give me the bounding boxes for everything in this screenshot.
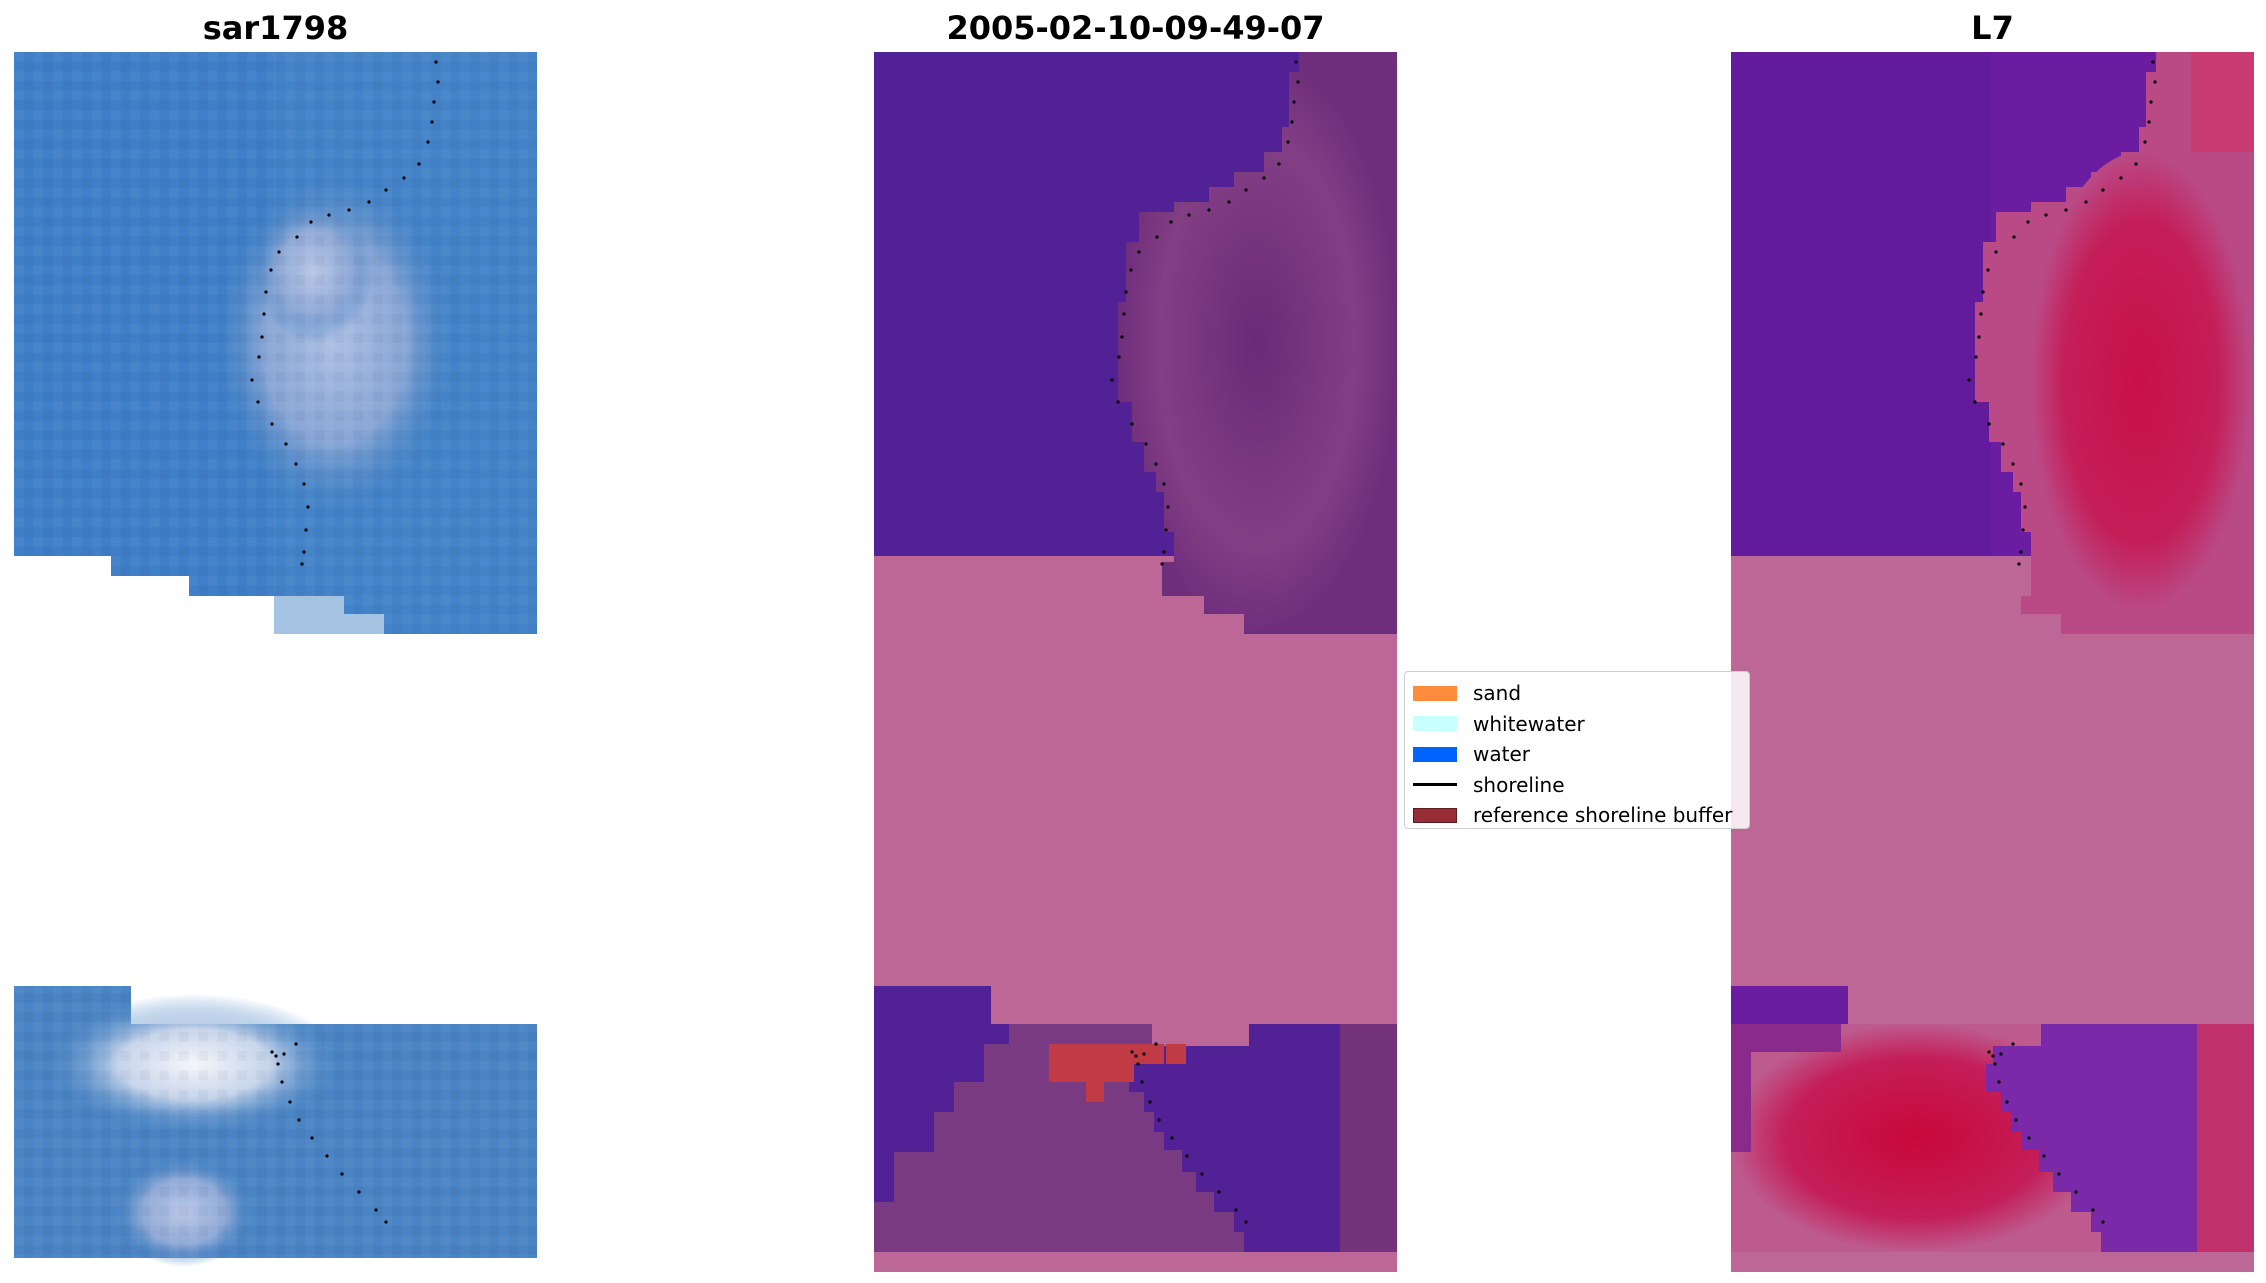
legend-item-reference-buffer: reference shoreline buffer — [1413, 800, 1741, 831]
legend-line-shoreline — [1413, 777, 1457, 792]
rgb-image-canvas — [14, 52, 537, 1267]
panel-index-image — [1731, 52, 2254, 1272]
index-land-bottom — [1731, 1024, 2101, 1252]
classified-land-bottom — [874, 1024, 1244, 1252]
classified-land-top — [1118, 52, 1397, 634]
index-shoreline-dots — [1967, 60, 2157, 1224]
panel-title-classified: 2005-02-10-09-49-07 — [946, 9, 1325, 47]
panel-title-index: L7 — [1971, 9, 2014, 47]
legend-swatch-reference-buffer — [1413, 807, 1457, 823]
legend-label-sand: sand — [1473, 681, 1522, 706]
panel-classified-image — [874, 52, 1397, 1272]
index-image-canvas — [1731, 52, 2254, 1272]
index-water-bottom-left — [1731, 986, 1848, 1024]
classified-image-canvas — [874, 52, 1397, 1272]
legend-item-whitewater: whitewater — [1413, 709, 1741, 740]
classified-shoreline-dots — [1110, 60, 1300, 1224]
classified-water-bottom-right — [1129, 1024, 1340, 1252]
rgb-shoreline-dots — [250, 60, 440, 1224]
index-water-bottom-right — [1986, 1024, 2197, 1252]
legend-item-sand: sand — [1413, 678, 1741, 709]
panel-title-rgb: sar1798 — [202, 9, 349, 47]
legend-label-reference-buffer: reference shoreline buffer — [1473, 803, 1733, 828]
panel-rgb-image — [14, 52, 537, 1272]
legend-item-shoreline: shoreline — [1413, 770, 1741, 801]
legend-swatch-water — [1413, 746, 1457, 762]
legend: sand whitewater water shoreline referenc… — [1404, 671, 1750, 829]
legend-item-water: water — [1413, 739, 1741, 770]
legend-swatch-whitewater — [1413, 716, 1457, 732]
classified-buffer-red — [1049, 1044, 1164, 1102]
classified-water-bottom-left — [874, 986, 1009, 1202]
legend-label-whitewater: whitewater — [1473, 711, 1585, 736]
legend-label-shoreline: shoreline — [1473, 772, 1565, 797]
legend-label-water: water — [1473, 742, 1530, 767]
legend-swatch-sand — [1413, 685, 1457, 701]
